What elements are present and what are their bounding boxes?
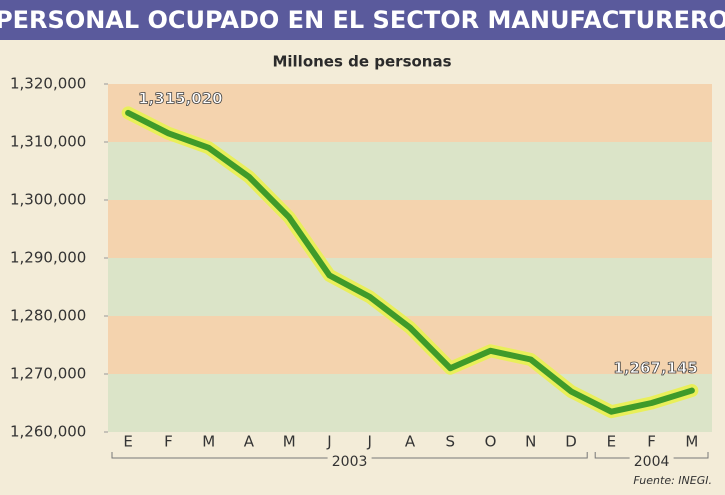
x-tick-label: N: [525, 433, 536, 451]
x-tick-label: E: [607, 433, 616, 451]
y-tick-label: 1,260,000: [10, 423, 86, 441]
x-tick-label: F: [647, 433, 656, 451]
x-tick-label: A: [405, 433, 416, 451]
stripe: [108, 258, 712, 316]
group-label-bg: [327, 454, 372, 468]
source: Fuente: INEGI.: [633, 474, 712, 487]
chart-title: PERSONAL OCUPADO EN EL SECTOR MANUFACTUR…: [0, 6, 725, 34]
y-tick-label: 1,310,000: [10, 133, 86, 151]
group-label-bg: [629, 454, 674, 468]
x-tick-label: S: [446, 433, 456, 451]
annotation: 1,267,145: [613, 359, 697, 377]
x-tick-label: A: [244, 433, 255, 451]
x-tick-label: M: [202, 433, 215, 451]
y-tick-label: 1,270,000: [10, 365, 86, 383]
x-tick-label: D: [565, 433, 577, 451]
group-label: 2004: [634, 454, 670, 470]
x-tick-label: M: [685, 433, 698, 451]
x-tick-label: E: [123, 433, 132, 451]
line: [125, 109, 695, 415]
y-tick-label: 1,290,000: [10, 249, 86, 267]
stripe: [108, 374, 712, 432]
stripe: [108, 200, 712, 258]
annotation: 1,315,020: [138, 89, 222, 107]
y-tick-label: 1,300,000: [10, 191, 86, 209]
y-tick-label: 1,320,000: [10, 75, 86, 93]
group-label: 2003: [332, 454, 368, 470]
x-tick-label: M: [283, 433, 296, 451]
title-bar: [0, 0, 725, 40]
x-tick-label: J: [367, 433, 372, 451]
y-tick-label: 1,280,000: [10, 307, 86, 325]
x-tick-label: F: [164, 433, 173, 451]
chart-subtitle: Millones de personas: [272, 53, 451, 71]
x-tick-label: J: [326, 433, 331, 451]
stripe: [108, 84, 712, 142]
x-tick-label: O: [485, 433, 497, 451]
